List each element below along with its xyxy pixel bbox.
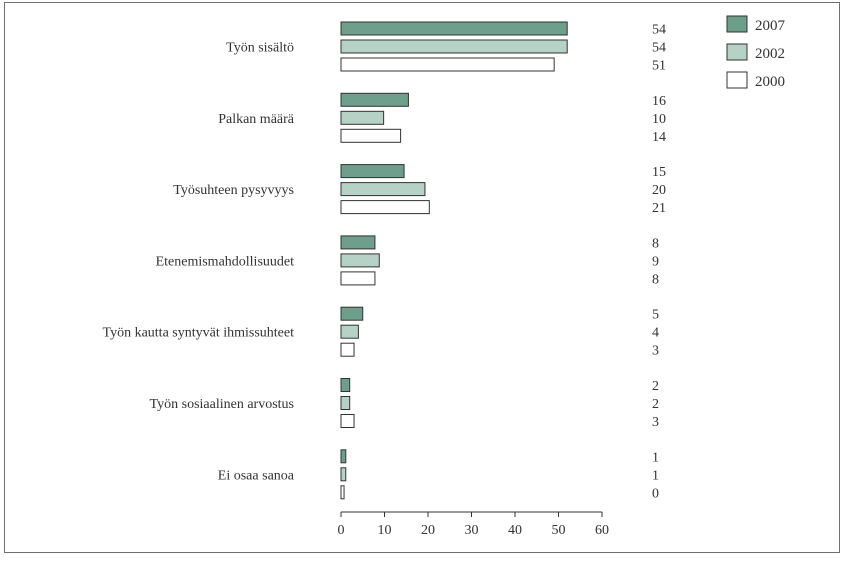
category-label: Työsuhteen pysyvyys	[173, 183, 294, 198]
legend-swatch-2007	[726, 15, 748, 33]
data-label: 15	[652, 165, 666, 180]
x-tick-label: 0	[338, 523, 345, 538]
data-label: 2	[652, 379, 659, 394]
bar-2000	[340, 57, 555, 72]
data-label: 21	[652, 201, 666, 216]
x-tick-label: 50	[552, 523, 566, 538]
category-label: Palkan määrä	[218, 112, 295, 127]
category-label: Ei osaa sanoa	[218, 468, 295, 483]
data-label: 54	[652, 23, 666, 38]
bar-2002	[340, 253, 380, 268]
category-label: Työn kautta syntyvät ihmissuhteet	[103, 326, 295, 341]
chart-frame	[4, 2, 840, 553]
legend-swatch-2000	[726, 71, 748, 89]
data-label: 10	[652, 112, 666, 127]
data-label: 8	[652, 272, 659, 287]
data-label: 5	[652, 308, 659, 323]
data-label: 54	[652, 41, 666, 56]
category-label: Työn sisältö	[226, 41, 294, 56]
data-label: 3	[652, 344, 659, 359]
data-label: 51	[652, 59, 666, 74]
bar-2007	[340, 449, 347, 464]
bar-2002	[340, 324, 359, 339]
data-label: 1	[652, 468, 659, 483]
data-label: 20	[652, 183, 666, 198]
data-label: 4	[652, 326, 659, 341]
data-label: 16	[652, 94, 666, 109]
x-tick-label: 30	[465, 523, 479, 538]
data-label: 1	[652, 450, 659, 465]
bar-2000	[340, 414, 355, 428]
data-label: 3	[652, 415, 659, 430]
bar-2000	[340, 200, 430, 215]
bar-2000	[340, 485, 345, 500]
bar-2002	[340, 110, 385, 125]
bar-2000	[340, 342, 355, 357]
legend-label: 2000	[755, 74, 785, 90]
data-label: 8	[652, 236, 659, 251]
data-label: 14	[652, 130, 666, 145]
category-label: Työn sosiaalinen arvostus	[150, 397, 294, 412]
legend-label: 2007	[755, 18, 786, 34]
legend-label: 2002	[755, 46, 785, 62]
bar-2007	[340, 235, 376, 250]
bar-2002	[340, 396, 351, 410]
bar-2007	[340, 378, 351, 392]
category-label: Etenemismahdollisuudet	[156, 254, 295, 269]
x-tick-label: 10	[378, 523, 392, 538]
x-tick-label: 60	[595, 523, 609, 538]
x-tick-label: 20	[421, 523, 435, 538]
bar-2007	[340, 306, 364, 321]
bar-2002	[340, 39, 568, 54]
legend-swatch-2002	[726, 43, 748, 61]
data-label: 0	[652, 486, 659, 501]
bar-2007	[340, 164, 405, 179]
bar-2002	[340, 467, 347, 482]
bar-2002	[340, 182, 426, 197]
bar-2007	[340, 92, 409, 107]
bar-2000	[340, 271, 376, 286]
bar-2007	[340, 21, 568, 36]
data-label: 2	[652, 397, 659, 412]
x-tick-label: 40	[508, 523, 522, 538]
data-label: 9	[652, 254, 659, 269]
bar-2000	[340, 128, 402, 143]
